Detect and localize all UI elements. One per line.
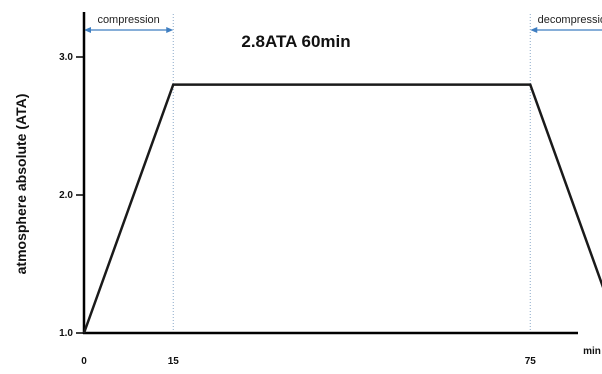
y-tick-label: 1.0 xyxy=(59,328,73,339)
x-tick-label: 75 xyxy=(525,356,537,367)
arrow-head-left xyxy=(530,27,538,33)
x-axis-label: min xyxy=(583,346,601,357)
y-axis-label: atmosphere absolute (ATA) xyxy=(13,94,29,275)
y-tick-label: 3.0 xyxy=(59,52,73,63)
x-tick-label: 15 xyxy=(168,356,180,367)
chart-title: 2.8ATA 60min xyxy=(241,32,350,51)
y-tick-label: 2.0 xyxy=(59,190,73,201)
phase-label: decompression xyxy=(538,14,602,26)
arrow-head-left xyxy=(84,27,91,33)
phase-label: compression xyxy=(97,14,159,26)
x-tick-label: 0 xyxy=(81,356,87,367)
arrow-head-right xyxy=(166,27,174,33)
pressure-profile-line xyxy=(82,83,602,334)
